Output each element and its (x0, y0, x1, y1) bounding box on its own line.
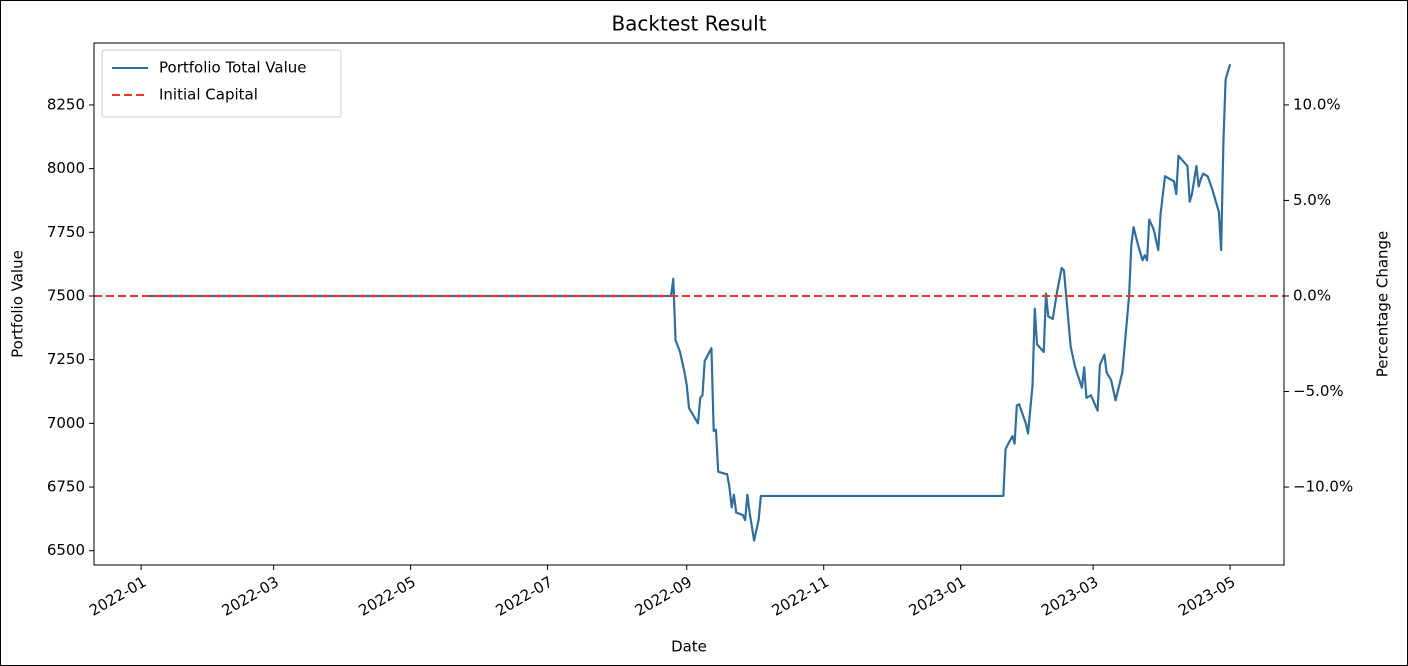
y2-tick-label: −5.0% (1293, 382, 1344, 400)
y-tick-label: 6750 (47, 478, 85, 496)
y2-tick-label: 0.0% (1293, 286, 1331, 304)
y-tick-label: 6500 (47, 541, 85, 559)
y-tick-label: 7250 (47, 350, 85, 368)
chart-title: Backtest Result (611, 12, 766, 36)
legend-label: Portfolio Total Value (159, 59, 306, 77)
y-tick-label: 8000 (47, 159, 85, 177)
y2-tick-label: −10.0% (1293, 478, 1353, 496)
series-line (145, 63, 1232, 542)
legend-label: Initial Capital (159, 86, 258, 104)
y2-tick-label: 5.0% (1293, 191, 1331, 209)
y2-tick-label: 10.0% (1293, 95, 1341, 113)
y2-axis-label: Percentage Change (1374, 231, 1392, 378)
y-tick-label: 7500 (47, 286, 85, 304)
y-tick-label: 7000 (47, 414, 85, 432)
legend-box (101, 49, 342, 118)
y-tick-label: 8250 (47, 95, 85, 113)
x-axis-label: Date (671, 638, 707, 656)
y-tick-label: 7750 (47, 223, 85, 241)
plot-frame (93, 42, 1285, 566)
y-axis-label: Portfolio Value (9, 250, 27, 358)
